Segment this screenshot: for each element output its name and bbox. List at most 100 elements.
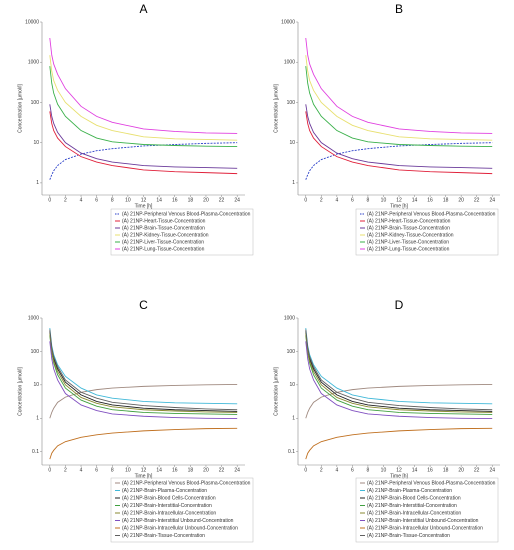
y-tick-label: 1: [292, 416, 295, 422]
series-line: [305, 111, 493, 175]
x-tick-label: 0: [304, 467, 307, 473]
x-tick-label: 2: [64, 197, 67, 203]
x-tick-label: 24: [234, 197, 240, 203]
legend-label: (A) 21NP-Liver-Tissue-Concentration: [367, 239, 449, 245]
legend-label: (A) 21NP-Kidney-Tissue-Concentration: [367, 232, 454, 238]
x-tick-label: 24: [234, 467, 240, 473]
y-tick-label: 1000: [284, 60, 295, 66]
legend-box: [110, 477, 254, 543]
legend-label: (A) 21NP-Brain-Intracellular-Concentrati…: [367, 510, 461, 516]
x-tick-label: 0: [48, 197, 51, 203]
x-tick-label: 12: [396, 197, 402, 203]
y-tick-label: 10: [33, 382, 39, 388]
x-axis-label: Time [h]: [390, 473, 408, 479]
y-tick-label: 100: [31, 349, 40, 355]
y-tick-label: 10: [289, 140, 295, 146]
x-tick-label: 6: [95, 197, 98, 203]
legend-box: [355, 208, 499, 256]
x-tick-label: 12: [141, 197, 147, 203]
legend-label: (A) 21NP-Lung-Tissue-Concentration: [122, 246, 205, 252]
y-tick-label: 1: [36, 416, 39, 422]
legend-label: (A) 21NP-Brain-Tissue-Concentration: [367, 533, 450, 539]
y-tick-label: 100: [31, 100, 40, 106]
x-tick-label: 18: [443, 197, 449, 203]
x-tick-label: 20: [458, 467, 464, 473]
legend-label: (A) 21NP-Heart-Tissue-Concentration: [367, 218, 451, 224]
legend-label: (A) 21NP-Brain-Plasma-Concentration: [122, 488, 207, 494]
series-line: [305, 66, 493, 148]
chart-title: B: [395, 2, 403, 16]
series-line: [49, 383, 238, 419]
x-tick-label: 10: [125, 467, 131, 473]
series-line: [305, 331, 493, 412]
legend-label: (A) 21NP-Brain-Tissue-Concentration: [367, 225, 450, 231]
legend-label: (A) 21NP-Brain-Interstitial-Concentratio…: [367, 503, 457, 509]
x-tick-label: 2: [320, 197, 323, 203]
series-line: [49, 427, 238, 460]
x-tick-label: 14: [156, 197, 162, 203]
legend-label: (A) 21NP-Brain-Interstitial-Concentratio…: [122, 503, 212, 509]
x-tick-label: 4: [80, 467, 83, 473]
x-tick-label: 20: [458, 197, 464, 203]
legend-label: (A) 21NP-Peripheral Venous Blood-Plasma-…: [367, 211, 496, 217]
legend-label: (A) 21NP-Brain-Blood Cells-Concentration: [122, 495, 216, 501]
x-tick-label: 18: [443, 467, 449, 473]
chart-title: C: [139, 298, 148, 312]
legend-label: (A) 21NP-Heart-Tissue-Concentration: [122, 218, 206, 224]
x-tick-label: 22: [219, 197, 225, 203]
legend-box: [355, 477, 499, 543]
y-tick-label: 1: [36, 180, 39, 186]
x-tick-label: 22: [474, 467, 480, 473]
x-tick-label: 14: [412, 197, 418, 203]
series-line: [49, 341, 238, 420]
y-tick-label: 1000: [28, 60, 39, 66]
series-line: [305, 333, 493, 413]
series-line: [305, 104, 493, 169]
x-axis-label: Time [h]: [135, 473, 153, 479]
x-tick-label: 16: [172, 197, 178, 203]
legend-label: (A) 21NP-Brain-Tissue-Concentration: [122, 225, 205, 231]
y-tick-label: 1000: [28, 315, 39, 321]
x-tick-label: 10: [125, 197, 131, 203]
x-axis-label: Time [h]: [390, 203, 408, 209]
series-line: [49, 55, 238, 141]
legend-label: (A) 21NP-Brain-Tissue-Concentration: [122, 533, 205, 539]
series-line: [49, 333, 238, 413]
x-tick-label: 24: [489, 467, 495, 473]
y-tick-label: 1000: [284, 315, 295, 321]
series-line: [305, 142, 493, 180]
y-tick-label: 1: [292, 180, 295, 186]
series-line: [49, 104, 238, 169]
legend-box: [110, 208, 254, 256]
legend-label: (A) 21NP-Brain-Interstitial Unbound-Conc…: [122, 518, 234, 524]
x-tick-label: 12: [141, 467, 147, 473]
x-tick-label: 2: [320, 467, 323, 473]
legend-label: (A) 21NP-Brain-Intracellular-Concentrati…: [122, 510, 216, 516]
x-tick-label: 12: [396, 467, 402, 473]
x-tick-label: 6: [95, 467, 98, 473]
x-tick-label: 2: [64, 467, 67, 473]
x-tick-label: 18: [188, 197, 194, 203]
x-tick-label: 20: [203, 197, 209, 203]
y-tick-label: 10000: [25, 19, 39, 25]
x-tick-label: 0: [48, 467, 51, 473]
series-line: [49, 37, 238, 134]
x-tick-label: 20: [203, 467, 209, 473]
legend-label: (A) 21NP-Brain-Interstitial Unbound-Conc…: [367, 518, 479, 524]
y-tick-label: 100: [287, 349, 296, 355]
y-axis-label: Concentration [µmol/l]: [273, 367, 279, 416]
y-tick-label: 10: [289, 382, 295, 388]
legend-label: (A) 21NP-Brain-Plasma-Concentration: [367, 488, 452, 494]
x-tick-label: 4: [80, 197, 83, 203]
legend-label: (A) 21NP-Peripheral Venous Blood-Plasma-…: [122, 480, 251, 486]
series-line: [305, 341, 493, 420]
series-line: [49, 111, 238, 175]
x-tick-label: 8: [111, 197, 114, 203]
y-axis-label: Concentration [µmol/l]: [17, 84, 23, 133]
x-tick-label: 22: [474, 197, 480, 203]
x-axis-label: Time [h]: [135, 203, 153, 209]
x-tick-label: 4: [335, 467, 338, 473]
